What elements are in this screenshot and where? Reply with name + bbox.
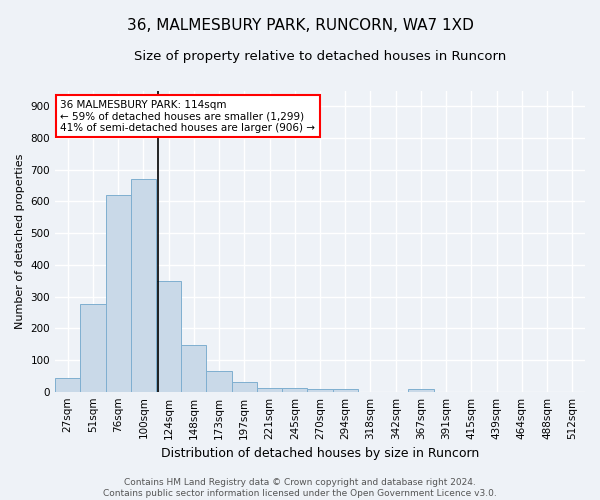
Bar [409, 389, 434, 392]
Bar [80, 304, 106, 392]
Text: 36 MALMESBURY PARK: 114sqm
← 59% of detached houses are smaller (1,299)
41% of s: 36 MALMESBURY PARK: 114sqm ← 59% of deta… [61, 100, 316, 133]
Y-axis label: Number of detached properties: Number of detached properties [15, 154, 25, 329]
Bar [232, 382, 257, 392]
Bar [206, 371, 232, 392]
X-axis label: Distribution of detached houses by size in Runcorn: Distribution of detached houses by size … [161, 447, 479, 460]
Bar [156, 282, 181, 392]
Bar [332, 388, 358, 392]
Text: Contains HM Land Registry data © Crown copyright and database right 2024.
Contai: Contains HM Land Registry data © Crown c… [103, 478, 497, 498]
Bar [181, 345, 206, 392]
Bar [257, 388, 282, 392]
Bar [106, 195, 131, 392]
Bar [55, 378, 80, 392]
Title: Size of property relative to detached houses in Runcorn: Size of property relative to detached ho… [134, 50, 506, 63]
Bar [307, 388, 332, 392]
Bar [282, 388, 307, 392]
Text: 36, MALMESBURY PARK, RUNCORN, WA7 1XD: 36, MALMESBURY PARK, RUNCORN, WA7 1XD [127, 18, 473, 32]
Bar [131, 180, 156, 392]
